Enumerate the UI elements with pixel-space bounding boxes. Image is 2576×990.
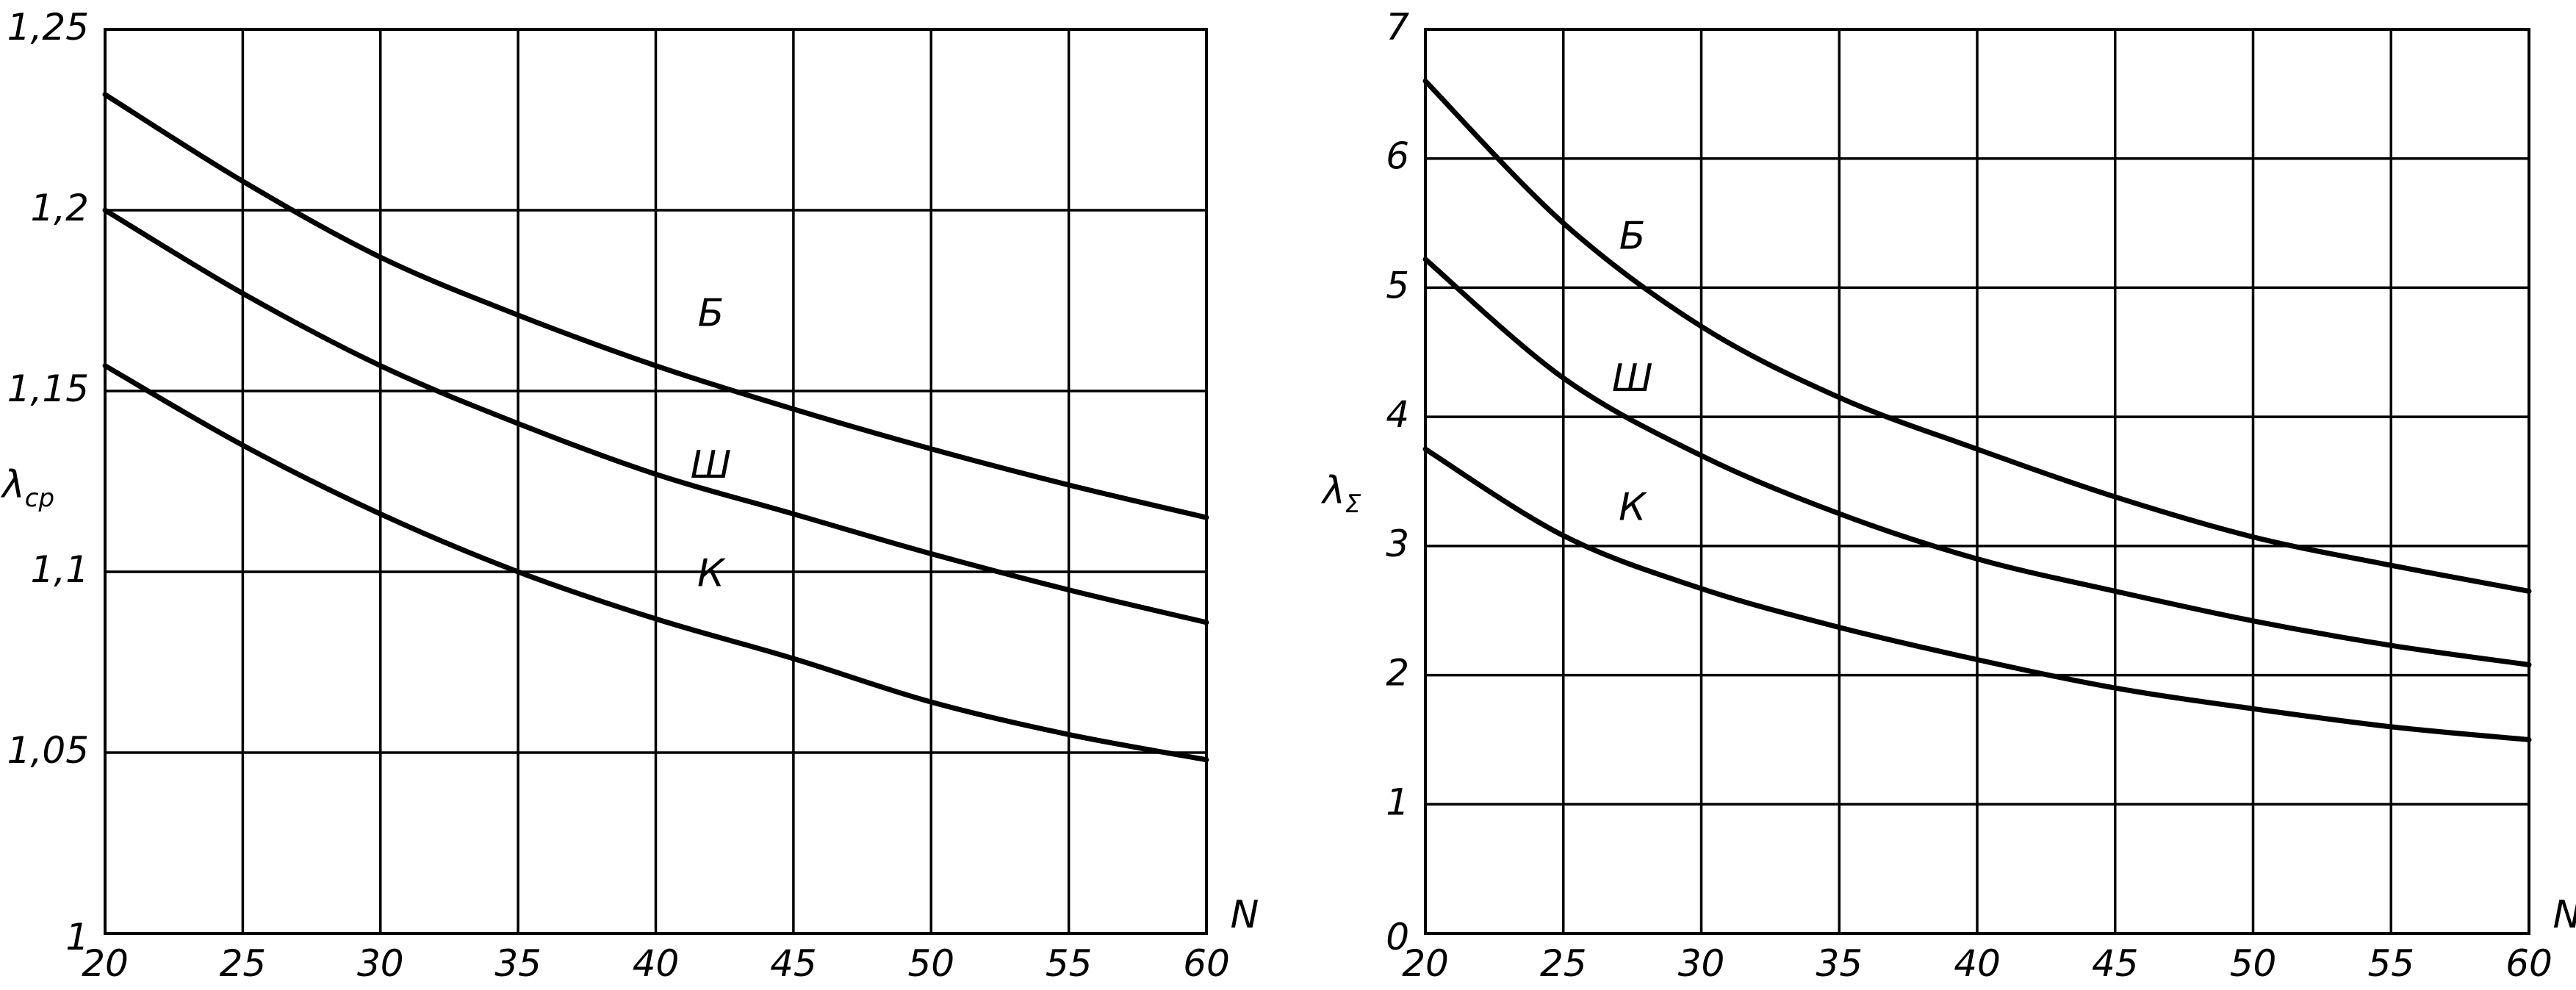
series-line-2 — [102, 207, 1209, 625]
x-tick-label: 45 — [770, 942, 817, 985]
series-label-3: К — [1619, 486, 1647, 530]
x-tick-label: 50 — [907, 942, 954, 985]
x-tick-label: 55 — [2367, 942, 2414, 985]
y-tick-label: 7 — [1386, 6, 1409, 49]
series-line-3 — [102, 363, 1209, 763]
x-tick-label: 60 — [1183, 942, 1230, 985]
x-tick-label: 35 — [494, 942, 542, 985]
series-label-3: К — [697, 552, 726, 596]
series-label-1: Б — [698, 291, 724, 335]
plot-frame — [1424, 28, 2530, 935]
series-line-1 — [1422, 78, 2532, 594]
x-tick-label: 55 — [1046, 942, 1093, 985]
x-tick-label: 20 — [1402, 942, 1449, 985]
x-tick-label: 60 — [2505, 942, 2552, 985]
x-tick-label: 45 — [2092, 942, 2139, 985]
x-tick-label: 20 — [82, 942, 129, 985]
x-tick-label: 25 — [220, 942, 267, 985]
y-tick-label: 3 — [1386, 523, 1409, 565]
x-tick-label: 40 — [633, 942, 680, 985]
series-label-2: Ш — [691, 443, 732, 487]
x-tick-label: 30 — [357, 942, 404, 985]
y-tick-label: 4 — [1386, 393, 1409, 436]
x-tick-label: 30 — [1678, 942, 1725, 985]
y-tick-label: 1,25 — [7, 6, 89, 49]
x-axis-label: N — [2553, 893, 2576, 937]
y-axis-subscript: Σ — [1345, 489, 1361, 519]
series-line-3 — [1422, 446, 2532, 742]
x-axis-label: N — [1231, 893, 1259, 937]
y-tick-label: 2 — [1386, 652, 1409, 695]
y-tick-label: 1,05 — [7, 729, 89, 772]
x-tick-label: 50 — [2230, 942, 2277, 985]
y-axis-subscript: ср — [25, 484, 54, 513]
series-line-1 — [102, 92, 1209, 520]
x-tick-label: 35 — [1816, 942, 1863, 985]
x-tick-label: 25 — [1540, 942, 1587, 985]
y-axis-label: λср — [0, 463, 54, 513]
y-tick-label: 1 — [65, 916, 89, 958]
y-tick-label: 1 — [1386, 781, 1409, 823]
y-tick-label: 0 — [1386, 916, 1409, 958]
series-label-2: Ш — [1612, 356, 1653, 401]
series-label-1: Б — [1619, 215, 1646, 259]
series-line-2 — [1422, 257, 2532, 667]
x-tick-label: 40 — [1954, 942, 2001, 985]
y-tick-label: 1,1 — [30, 548, 89, 591]
y-tick-label: 1,15 — [7, 367, 89, 410]
y-axis-label: λΣ — [1320, 469, 1361, 519]
chart-lambda-sr: 20 25 30 35 40 45 50 55 60 1 1,05 1,1 1,15 1,2 1,25 Nλс… — [0, 6, 1259, 985]
chart-lambda-sigma: 20253035404550556001234567NλΣБШК — [1320, 6, 2576, 985]
y-tick-label: 6 — [1386, 135, 1409, 178]
y-tick-label: 1,2 — [30, 187, 89, 229]
y-tick-label: 5 — [1386, 264, 1409, 306]
y-axis-symbol: λ — [1320, 469, 1345, 513]
plot-frame — [104, 28, 1208, 935]
y-axis-symbol: λ — [0, 463, 25, 507]
